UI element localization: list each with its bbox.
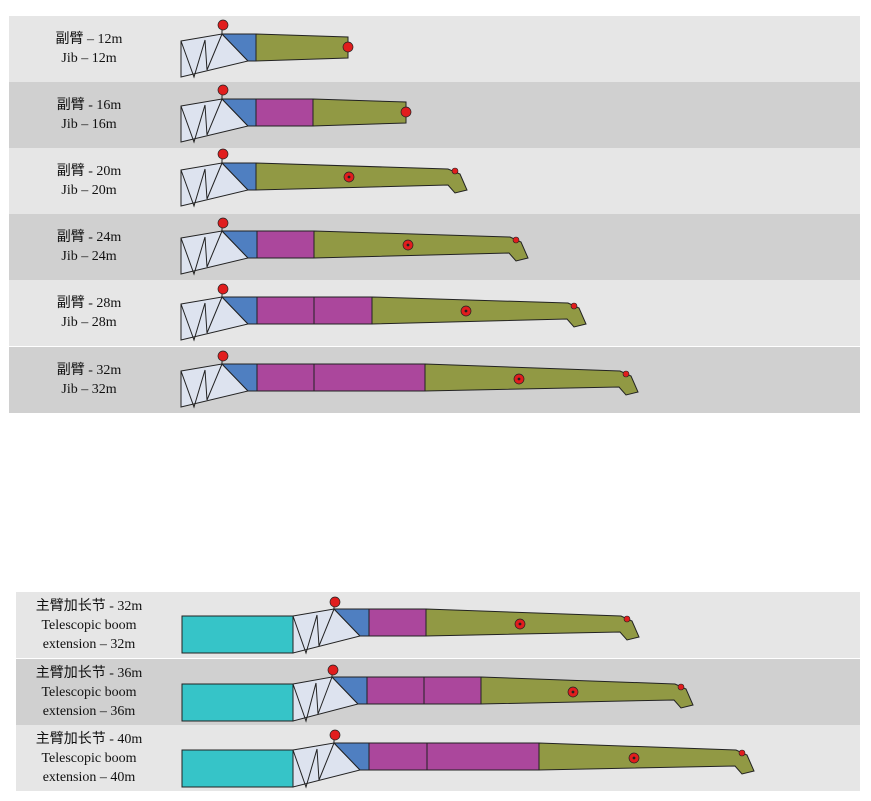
tip-pin [677,683,685,691]
jib-diagram-20m [180,148,468,208]
label-en-line1: Telescopic boom [41,684,137,700]
lattice-struts [180,98,223,144]
top-pin [217,350,229,362]
top-pin [217,217,229,229]
label-cn: 主臂加长节 - 40m [35,731,143,747]
insert-segment [366,676,425,705]
tip-pin [738,749,746,757]
insert-segment [313,296,373,325]
jib-diagram-32m [180,350,639,409]
lattice-struts [180,230,223,276]
label-en: Jib – 32m [61,382,117,397]
tip-pin [451,167,459,175]
jib-diagram-24m [180,217,529,276]
insert-segment [313,363,426,392]
label-cn: 主臂加长节 - 36m [35,665,143,681]
jib-diagram-group [180,19,354,79]
jib-row-16m: 副臂 - 16m Jib – 16m [9,82,860,148]
jib-tip-section [255,162,468,194]
jib-row-label: 副臂 – 12m Jib – 12m [9,16,169,82]
label-en: Jib – 16m [61,117,117,132]
top-pin [329,596,341,608]
lattice-struts [292,676,333,723]
insert-segment [423,676,482,705]
extension-diagram-40m [181,729,755,789]
end-pin [400,106,412,118]
jib-row-28m: 副臂 - 28m Jib – 28m [9,280,860,346]
jib-tip-section [371,296,587,328]
jib-tip-section [255,33,349,62]
jib-row-12m: 副臂 – 12m Jib – 12m [9,16,860,82]
insert-segment [368,608,427,637]
label-en-line2: extension – 32m [42,636,136,652]
insert-segment [256,296,315,325]
tip-pin [623,615,631,623]
top-pin [217,148,229,160]
label-cn: 副臂 - 28m [56,296,122,311]
label-en: Jib – 24m [61,249,117,264]
tip-pin [622,370,630,378]
boom-extension-segment [181,615,294,654]
jib-row-label: 副臂 - 24m Jib – 24m [9,214,169,280]
lattice-struts [292,742,335,789]
insert-segment [368,742,428,771]
end-pin [342,41,354,53]
jib-tip-section [312,98,407,127]
jib-tip-section [424,363,639,396]
jib-row-20m: 副臂 - 20m Jib – 20m [9,148,860,214]
label-en: Jib – 12m [61,51,117,66]
top-pin [329,729,341,741]
jib-diagram-12m [180,19,354,79]
label-cn: 副臂 – 12m [55,32,123,47]
jib-row-32m: 副臂 - 32m Jib – 32m [9,347,860,413]
jib-tip-section [425,608,640,641]
insert-segment [255,98,314,127]
extension-row-36m: 主臂加长节 - 36m Telescopic boom extension – … [16,659,860,725]
extension-row-label: 主臂加长节 - 40m Telescopic boom extension – … [16,725,162,791]
lattice-struts [180,296,223,342]
tip-pin [512,236,520,244]
lattice-struts [180,363,223,409]
jib-row-label: 副臂 - 32m Jib – 32m [9,347,169,413]
extension-row-label: 主臂加长节 - 36m Telescopic boom extension – … [16,659,162,725]
label-cn: 主臂加长节 - 32m [35,598,143,614]
label-cn: 副臂 - 16m [56,98,122,113]
lattice-struts [180,33,223,79]
jib-tip-section [313,230,529,262]
boom-extension-segment [181,749,294,788]
top-pin [327,664,339,676]
top-pin [217,283,229,295]
label-en-line1: Telescopic boom [41,617,137,633]
label-en-line1: Telescopic boom [41,750,137,766]
extension-diagram-32m [181,596,640,655]
top-pin [217,84,229,96]
label-en-line2: extension – 40m [42,769,136,785]
jib-row-24m: 副臂 - 24m Jib – 24m [9,214,860,280]
jib-diagram-28m [180,283,587,342]
top-pin [217,19,229,31]
lattice-struts [180,162,223,208]
jib-diagram-16m [180,84,412,144]
insert-segment [256,230,315,259]
label-cn: 副臂 - 32m [56,363,122,378]
label-cn: 副臂 - 20m [56,164,122,179]
jib-row-label: 副臂 - 28m Jib – 28m [9,280,169,346]
jib-tip-section [538,742,755,775]
lattice-struts [292,608,335,655]
tip-pin [570,302,578,310]
insert-segment [426,742,540,771]
extension-row-label: 主臂加长节 - 32m Telescopic boom extension – … [16,592,162,658]
label-en-line2: extension – 36m [42,703,136,719]
label-cn: 副臂 - 24m [56,230,122,245]
label-en: Jib – 28m [61,315,117,330]
insert-segment [256,363,315,392]
jib-row-label: 副臂 - 16m Jib – 16m [9,82,169,148]
label-en: Jib – 20m [61,183,117,198]
boom-extension-segment [181,683,294,722]
jib-row-label: 副臂 - 20m Jib – 20m [9,148,169,214]
extension-row-40m: 主臂加长节 - 40m Telescopic boom extension – … [16,725,860,791]
jib-tip-section [480,676,694,709]
extension-row-32m: 主臂加长节 - 32m Telescopic boom extension – … [16,592,860,658]
extension-diagram-36m [181,664,694,723]
